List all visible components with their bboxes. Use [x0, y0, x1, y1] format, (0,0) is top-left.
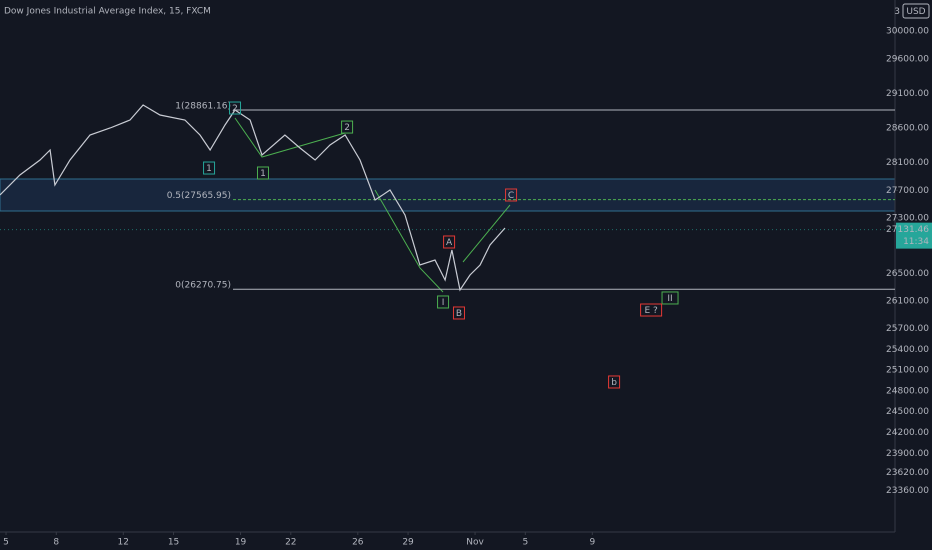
- currency-box[interactable]: [902, 3, 930, 19]
- x-tick-label: 5: [3, 538, 9, 548]
- x-tick-label: 8: [53, 538, 59, 548]
- last-price-label: 27131.46: [886, 225, 929, 235]
- wave-lines: [234, 117, 511, 293]
- y-tick-label: 24800.00: [886, 386, 929, 396]
- wave-label: b: [611, 378, 617, 388]
- y-tick-label: 23360.00: [886, 486, 929, 496]
- wave-label-box: [505, 188, 518, 202]
- y-tick-label: 28600.00: [886, 124, 929, 134]
- y-tick-label: 25700.00: [886, 324, 929, 334]
- wave-label-box: [443, 235, 456, 249]
- chart-title: Dow Jones Industrial Average Index, 15, …: [4, 7, 211, 17]
- wave-label-box: [341, 120, 354, 134]
- wave-label-box: [203, 161, 216, 175]
- x-tick-label: 9: [589, 538, 595, 548]
- wave-label-box: [640, 303, 663, 317]
- wave-label-box: [661, 291, 679, 305]
- y-tick-label: 27700.00: [886, 186, 929, 196]
- x-tick-label: Nov: [466, 538, 484, 548]
- countdown: 11:34: [903, 237, 929, 247]
- y-tick-label: 28100.00: [886, 158, 929, 168]
- x-tick-label: 19: [235, 538, 247, 548]
- x-tick-label: 29: [402, 538, 414, 548]
- top-tick-fragment: 3: [894, 7, 900, 17]
- y-tick-label: 23900.00: [886, 449, 929, 459]
- fib-label: 0(26270.75): [175, 281, 231, 291]
- wave-line: [462, 204, 511, 263]
- wave-label: E ?: [644, 306, 658, 316]
- y-tick-label: 26100.00: [886, 297, 929, 307]
- currency[interactable]: USD: [906, 7, 925, 17]
- y-tick-label: 29600.00: [886, 54, 929, 64]
- wave-label: 1: [260, 169, 266, 179]
- x-tick-label: 26: [352, 538, 364, 548]
- fib-label: 1(28861.16): [175, 101, 231, 111]
- wave-line: [374, 189, 444, 293]
- wave-label: B: [456, 309, 462, 319]
- wave-label-box: [452, 306, 465, 320]
- x-tick-label: 22: [285, 538, 296, 548]
- y-tick-label: 25100.00: [886, 366, 929, 376]
- wave-label: 2: [344, 123, 350, 133]
- x-tick-label: 12: [118, 538, 129, 548]
- y-tick-label: 26500.00: [886, 269, 929, 279]
- y-tick-label: 27300.00: [886, 213, 929, 223]
- wave-label: C: [508, 191, 514, 201]
- y-tick-label: 23620.00: [886, 468, 929, 478]
- wave-label-box: [229, 101, 242, 115]
- price-line: [0, 104, 506, 292]
- wave-label-box: [256, 166, 269, 180]
- y-tick-label: 25400.00: [886, 345, 929, 355]
- wave-line: [234, 117, 346, 158]
- zone-band: [0, 178, 896, 212]
- wave-label-box: [608, 375, 621, 389]
- x-tick-label: 5: [522, 538, 528, 548]
- wave-label: 1: [206, 164, 212, 174]
- y-tick-label: 24500.00: [886, 407, 929, 417]
- wave-label: A: [446, 238, 453, 248]
- wave-label: 2: [232, 104, 238, 114]
- last-price-tag: [896, 222, 932, 249]
- y-tick-label: 29100.00: [886, 89, 929, 99]
- y-tick-label: 24200.00: [886, 428, 929, 438]
- wave-label: II: [667, 294, 672, 304]
- wave-label: I: [442, 298, 445, 308]
- x-tick-label: 15: [168, 538, 179, 548]
- y-tick-label: 30000.00: [886, 27, 929, 37]
- fib-label: 0.5(27565.95): [167, 191, 231, 201]
- wave-label-box: [437, 295, 450, 309]
